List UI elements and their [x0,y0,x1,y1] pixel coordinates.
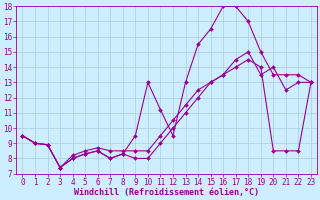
X-axis label: Windchill (Refroidissement éolien,°C): Windchill (Refroidissement éolien,°C) [74,188,259,197]
